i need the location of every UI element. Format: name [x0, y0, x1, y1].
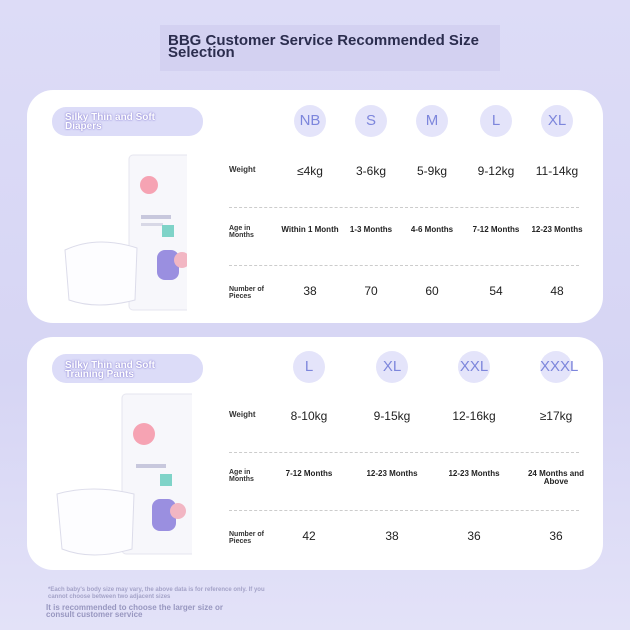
section-label: Silky Thin and Soft Training Pants	[65, 360, 156, 380]
title: BBG Customer Service Recommended Size Se…	[168, 32, 479, 61]
cell: ≥17kg	[539, 409, 573, 423]
cell: 24 Months and Above	[527, 469, 584, 486]
size-header: M	[416, 105, 448, 137]
size-header: XL	[376, 351, 408, 383]
size-header: S	[355, 105, 387, 137]
cell: 7-12 Months	[472, 225, 520, 234]
cell: 38	[303, 284, 317, 298]
card: Silky Thin and Soft Diapers NB S M L XL Weight…	[27, 90, 603, 323]
separator	[229, 265, 579, 266]
separator	[229, 452, 579, 453]
cell: 11-14kg	[535, 164, 579, 178]
section-pill	[52, 107, 203, 136]
product-image	[64, 154, 187, 311]
cell: 12-23 Months	[366, 469, 418, 478]
section-pill	[52, 354, 203, 383]
cell: 12-23 Months	[448, 469, 500, 478]
cell: 9-15kg	[373, 409, 411, 423]
cell: 1-3 Months	[349, 225, 393, 234]
cell: 4-6 Months	[410, 225, 454, 234]
section-label: Silky Thin and Soft Diapers	[65, 112, 156, 132]
cell: 7-12 Months	[285, 469, 333, 478]
row-label: Weight	[229, 410, 256, 419]
row-label: Weight	[229, 165, 256, 174]
size-header: XL	[541, 105, 573, 137]
cell: ≤4kg	[297, 164, 323, 178]
cell: 38	[385, 529, 399, 543]
card: Silky Thin and Soft Training Pants L XL XXL…	[27, 337, 603, 570]
cell: 54	[489, 284, 503, 298]
row-label: Age in Months	[229, 225, 254, 239]
footnote: *Each baby's body size may vary, the abo…	[48, 587, 265, 600]
cell: 60	[425, 284, 439, 298]
row-label: Age in Months	[229, 469, 254, 483]
size-header: NB	[294, 105, 326, 137]
cell: 5-9kg	[416, 164, 448, 178]
cell: 12-23 Months	[531, 225, 583, 234]
product-image	[56, 393, 192, 556]
cell: 3-6kg	[355, 164, 387, 178]
separator	[229, 510, 579, 511]
size-header: XXXL	[540, 351, 578, 383]
cell: 8-10kg	[290, 409, 328, 423]
size-header: L	[480, 105, 512, 137]
title-box	[160, 25, 500, 71]
cell: 36	[549, 529, 563, 543]
cell: 12-16kg	[452, 409, 496, 423]
cell: 36	[467, 529, 481, 543]
footnote: It is recommended to choose the larger s…	[46, 603, 223, 619]
size-header: L	[293, 351, 325, 383]
row-label: Number of Pieces	[229, 531, 264, 545]
cell: Within 1 Month	[281, 225, 339, 234]
cell: 9-12kg	[477, 164, 515, 178]
size-header: XXL	[458, 351, 490, 383]
separator	[229, 207, 579, 208]
row-label: Number of Pieces	[229, 286, 264, 300]
cell: 42	[302, 529, 316, 543]
cell: 70	[364, 284, 378, 298]
cell: 48	[550, 284, 564, 298]
